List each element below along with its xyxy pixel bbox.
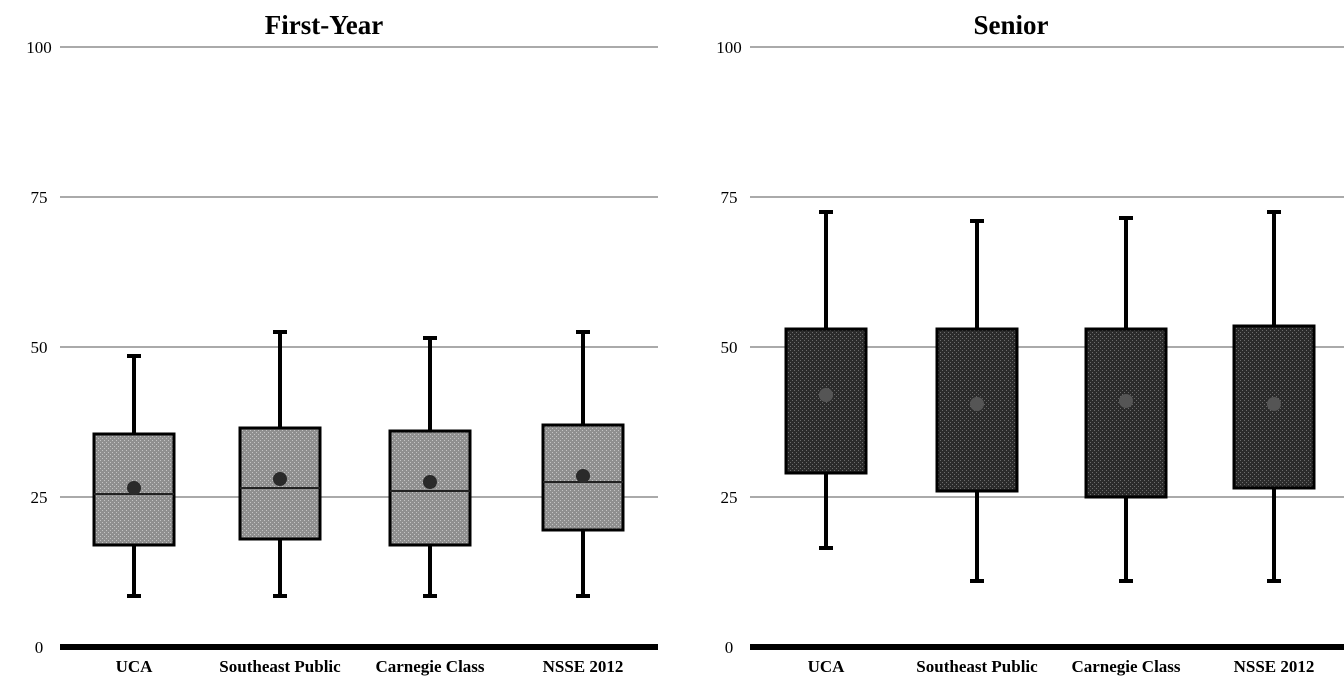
- box-1: [935, 219, 1019, 583]
- mean-marker: [1267, 397, 1281, 411]
- box-0: [92, 354, 176, 598]
- mean-marker: [1119, 394, 1133, 408]
- box-0: [784, 210, 868, 550]
- chart-title: Senior: [973, 10, 1048, 40]
- chart-panel-1: Senior 0 25 50 75 100 UCA Southeast Public Carne…: [716, 10, 1344, 676]
- box-3: [541, 330, 625, 598]
- y-tick-label: 0: [725, 638, 734, 657]
- box-iqr: [1084, 327, 1168, 499]
- y-tick-label: 100: [716, 38, 742, 57]
- x-tick-label: Carnegie Class: [375, 657, 484, 676]
- box-1: [238, 330, 322, 598]
- y-tick-label: 50: [31, 338, 48, 357]
- chart-title: First-Year: [265, 10, 383, 40]
- box-2: [1084, 216, 1168, 583]
- y-tick-label: 0: [35, 638, 44, 657]
- y-tick-label: 25: [31, 488, 48, 507]
- x-tick-label: Southeast Public: [916, 657, 1038, 676]
- mean-marker: [423, 475, 437, 489]
- mean-marker: [273, 472, 287, 486]
- x-tick-label: Carnegie Class: [1071, 657, 1180, 676]
- mean-marker: [127, 481, 141, 495]
- y-tick-label: 75: [721, 188, 738, 207]
- box-2: [388, 336, 472, 598]
- x-tick-label: UCA: [808, 657, 846, 676]
- box-iqr: [935, 327, 1019, 493]
- y-tick-label: 25: [721, 488, 738, 507]
- x-tick-label: UCA: [116, 657, 154, 676]
- x-tick-label: NSSE 2012: [1234, 657, 1315, 676]
- y-tick-label: 50: [721, 338, 738, 357]
- x-tick-label: NSSE 2012: [543, 657, 624, 676]
- mean-marker: [970, 397, 984, 411]
- y-tick-label: 100: [26, 38, 52, 57]
- box-3: [1232, 210, 1316, 583]
- x-tick-label: Southeast Public: [219, 657, 341, 676]
- chart-panel-0: First-Year 0 25 50 75 100 UCA Southeast Public C…: [26, 10, 658, 676]
- mean-marker: [819, 388, 833, 402]
- y-tick-label: 75: [31, 188, 48, 207]
- mean-marker: [576, 469, 590, 483]
